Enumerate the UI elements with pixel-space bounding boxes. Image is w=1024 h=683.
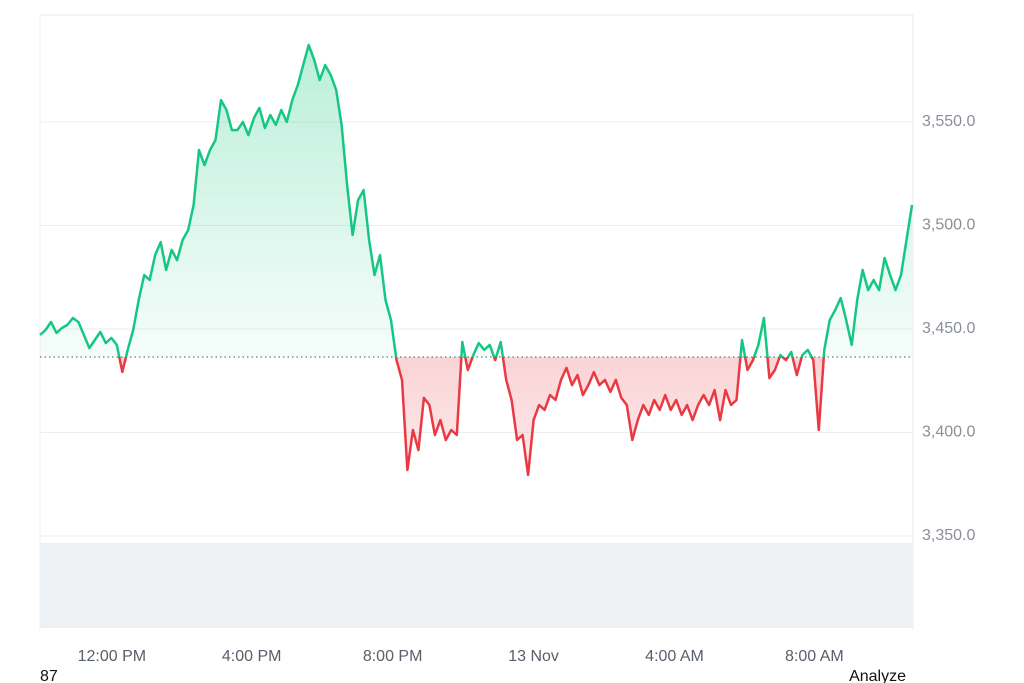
x-tick-label: 8:00 AM [785, 648, 844, 665]
x-tick-label: 8:00 PM [363, 648, 423, 665]
x-tick-label: 4:00 AM [645, 648, 704, 665]
y-tick-label: 3,450.0 [922, 320, 975, 337]
x-tick-label: 12:00 PM [78, 648, 146, 665]
price-line [39, 43, 914, 477]
footer-left: 87 [40, 668, 58, 683]
y-tick-label: 3,500.0 [922, 217, 975, 234]
y-tick-label: 3,350.0 [922, 527, 975, 544]
y-tick-label: 3,550.0 [922, 113, 975, 130]
area-fill [40, 45, 912, 475]
x-tick-label: 13 Nov [508, 648, 559, 665]
y-tick-label: 3,400.0 [922, 424, 975, 441]
x-tick-label: 4:00 PM [222, 648, 282, 665]
footer-right[interactable]: Analyze [849, 668, 906, 683]
volume-band [40, 543, 912, 628]
